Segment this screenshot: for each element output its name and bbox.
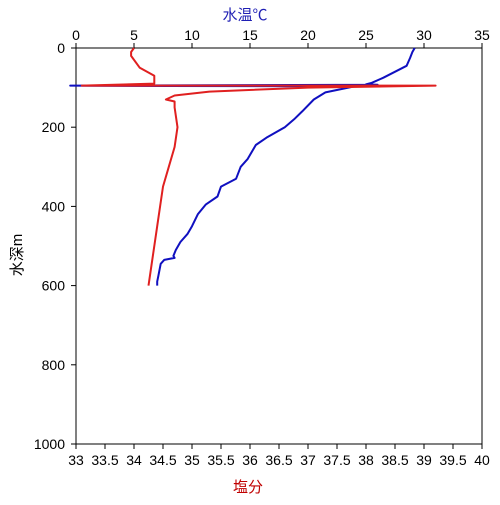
temperature-series-line [69,47,416,286]
bottom-tick-label: 38.5 [381,452,408,468]
bottom-axis-ticks: 33 33.5 34 34.5 35 35.5 36 36.5 37 37.5 38 38.5 39 39… [68,444,490,468]
top-tick-label: 35 [474,27,490,43]
top-tick-label: 0 [72,27,80,43]
top-tick-label: 20 [300,27,316,43]
bottom-tick-label: 33 [68,452,84,468]
top-tick-label: 15 [242,27,258,43]
bottom-tick-label: 37.5 [323,452,350,468]
bottom-tick-label: 35 [184,452,200,468]
plot-frame [75,47,483,445]
left-tick-label: 800 [42,357,66,373]
top-tick-label: 5 [130,27,138,43]
top-axis-ticks: 0 5 10 15 20 25 30 35 [72,27,490,48]
salinity-series-line [80,47,437,286]
left-tick-label: 200 [42,119,66,135]
bottom-tick-label: 36 [242,452,258,468]
left-tick-label: 0 [57,40,65,56]
bottom-tick-label: 33.5 [91,452,118,468]
left-tick-label: 600 [42,278,66,294]
bottom-tick-label: 34 [126,452,142,468]
bottom-tick-label: 35.5 [207,452,234,468]
bottom-tick-label: 36.5 [265,452,292,468]
bottom-tick-label: 34.5 [149,452,176,468]
bottom-tick-label: 39.5 [439,452,466,468]
top-tick-label: 30 [416,27,432,43]
left-tick-label: 1000 [34,436,65,452]
top-tick-label: 25 [358,27,374,43]
bottom-axis-title: 塩分 [233,479,263,496]
series-layer [69,47,437,286]
bottom-tick-label: 38 [358,452,374,468]
left-axis-title: 水深m [9,234,26,277]
bottom-tick-label: 40 [474,452,490,468]
bottom-tick-label: 39 [416,452,432,468]
left-tick-label: 400 [42,198,66,214]
bottom-tick-label: 37 [300,452,316,468]
top-tick-label: 10 [184,27,200,43]
left-axis-ticks: 0 200 400 600 800 1000 [34,40,76,452]
top-axis-title: 水温℃ [222,7,267,24]
